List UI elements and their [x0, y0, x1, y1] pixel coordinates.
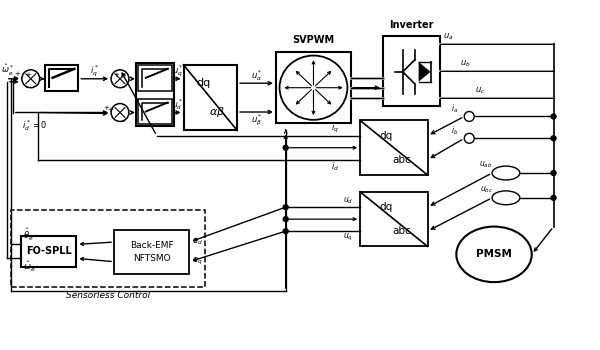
Text: SVPWM: SVPWM — [292, 35, 335, 45]
Bar — [136, 63, 173, 126]
Text: Inverter: Inverter — [389, 20, 434, 30]
Bar — [360, 192, 428, 246]
Text: $\alpha\beta$: $\alpha\beta$ — [209, 105, 225, 119]
Bar — [11, 210, 205, 287]
Circle shape — [551, 195, 556, 200]
Text: $u_{ab}$: $u_{ab}$ — [479, 160, 493, 170]
Text: $e_d$: $e_d$ — [192, 237, 203, 247]
Text: Sensorless Control: Sensorless Control — [66, 290, 150, 300]
Bar — [114, 230, 190, 274]
Text: $u_{bc}$: $u_{bc}$ — [479, 185, 493, 195]
Circle shape — [551, 170, 556, 175]
Text: $u_q$: $u_q$ — [343, 232, 353, 243]
Text: $\hat{\omega}_e^*$: $\hat{\omega}_e^*$ — [1, 63, 14, 78]
Text: abc: abc — [392, 226, 412, 236]
Text: $u_c$: $u_c$ — [475, 85, 485, 96]
Bar — [276, 52, 351, 124]
Text: PMSM: PMSM — [476, 249, 512, 259]
Circle shape — [283, 217, 288, 222]
Text: $u_\beta^*$: $u_\beta^*$ — [251, 112, 262, 128]
Bar — [138, 65, 172, 91]
Text: $u_d^*$: $u_d^*$ — [172, 97, 183, 112]
Text: $i_b$: $i_b$ — [451, 124, 458, 136]
Text: $e_q$: $e_q$ — [192, 256, 203, 267]
Text: Back-EMF: Back-EMF — [130, 241, 173, 250]
Ellipse shape — [457, 226, 532, 282]
Text: +: + — [25, 72, 31, 78]
Text: $u_a$: $u_a$ — [443, 32, 454, 42]
Bar — [360, 120, 428, 175]
Text: +: + — [113, 72, 119, 78]
Circle shape — [22, 70, 40, 88]
Text: $i_d^*=0$: $i_d^*=0$ — [22, 118, 47, 133]
Text: +: + — [107, 106, 113, 112]
Circle shape — [283, 205, 288, 210]
Circle shape — [283, 229, 288, 234]
Bar — [21, 236, 76, 267]
Circle shape — [464, 112, 474, 121]
Text: FO-SPLL: FO-SPLL — [26, 246, 71, 257]
Ellipse shape — [280, 56, 347, 120]
Circle shape — [464, 133, 474, 143]
Text: $\hat{\omega}_e$: $\hat{\omega}_e$ — [23, 260, 35, 274]
Ellipse shape — [492, 166, 520, 180]
Text: +: + — [14, 71, 20, 77]
Text: dq: dq — [197, 78, 211, 88]
Circle shape — [283, 145, 288, 150]
Circle shape — [551, 136, 556, 141]
Bar — [44, 65, 79, 91]
Text: $u_\alpha^*$: $u_\alpha^*$ — [251, 68, 262, 83]
Text: −: − — [118, 83, 124, 92]
Circle shape — [111, 70, 129, 88]
Text: $i_a$: $i_a$ — [451, 102, 458, 115]
Polygon shape — [419, 62, 431, 82]
Text: $i_q$: $i_q$ — [331, 122, 339, 135]
Circle shape — [111, 104, 129, 121]
Text: +: + — [103, 105, 109, 111]
Text: $\hat{\theta}_e$: $\hat{\theta}_e$ — [23, 228, 34, 244]
Text: −: − — [25, 83, 31, 92]
Text: $i_d$: $i_d$ — [331, 160, 340, 173]
Text: NFTSMO: NFTSMO — [133, 254, 170, 263]
Bar — [184, 65, 237, 130]
Ellipse shape — [492, 191, 520, 205]
Circle shape — [551, 114, 556, 119]
Text: $i_q^*$: $i_q^*$ — [90, 63, 99, 79]
Text: $u_b$: $u_b$ — [460, 59, 470, 69]
Text: abc: abc — [392, 155, 412, 165]
Text: $u_d$: $u_d$ — [343, 196, 353, 206]
Text: dq: dq — [379, 202, 392, 212]
Text: dq: dq — [379, 131, 392, 141]
Bar — [383, 36, 440, 106]
Text: −: − — [118, 117, 124, 126]
Text: $u_q^*$: $u_q^*$ — [172, 63, 184, 79]
Bar — [138, 99, 172, 124]
